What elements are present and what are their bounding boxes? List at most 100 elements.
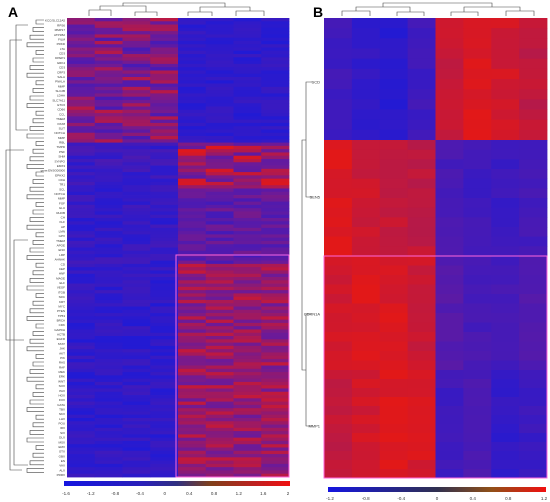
heatmap-cell bbox=[261, 391, 290, 396]
heatmap-cell bbox=[491, 198, 520, 209]
heatmap-cell bbox=[178, 388, 207, 393]
row-label: SLC7A11 bbox=[52, 98, 65, 102]
heatmap-cell bbox=[94, 414, 123, 419]
heatmap-cell bbox=[407, 388, 436, 398]
heatmap-cell bbox=[407, 48, 436, 60]
heatmap-cell bbox=[205, 421, 234, 425]
heatmap-cell bbox=[67, 172, 96, 176]
heatmap-cell bbox=[122, 463, 151, 468]
heatmap-cell bbox=[178, 132, 207, 137]
heatmap-cell bbox=[324, 227, 353, 238]
heatmap-cell bbox=[178, 54, 207, 58]
heatmap-cell bbox=[94, 181, 123, 186]
heatmap-cell bbox=[205, 201, 234, 206]
heatmap-cell bbox=[261, 165, 290, 170]
heatmap-cell bbox=[519, 149, 548, 160]
heatmap-cell bbox=[233, 313, 262, 317]
heatmap-cell bbox=[94, 96, 123, 101]
heatmap-cell bbox=[261, 211, 290, 216]
heatmap-cell bbox=[67, 454, 96, 458]
heatmap-cell bbox=[435, 451, 464, 461]
heatmap-cell bbox=[407, 227, 436, 238]
heatmap-cell bbox=[379, 169, 409, 180]
heatmap-cell bbox=[150, 191, 179, 196]
heatmap-cell bbox=[122, 309, 151, 314]
heatmap-cell bbox=[233, 270, 262, 275]
heatmap-cell bbox=[407, 89, 436, 100]
heatmap-cell bbox=[233, 208, 262, 212]
heatmap-cell bbox=[67, 188, 96, 193]
heatmap-cell bbox=[122, 57, 151, 62]
heatmap-cell bbox=[122, 250, 151, 255]
heatmap-cell bbox=[67, 109, 96, 114]
heatmap-cell bbox=[67, 93, 96, 98]
heatmap-cell bbox=[463, 313, 492, 323]
heatmap-cell bbox=[94, 273, 123, 278]
heatmap-cell bbox=[94, 388, 123, 393]
heatmap-cell bbox=[205, 414, 234, 419]
heatmap-cell bbox=[407, 79, 436, 90]
heatmap-cell bbox=[178, 90, 207, 94]
dendrogram-branch bbox=[29, 247, 44, 253]
heatmap-cell bbox=[94, 283, 123, 288]
dendrogram-branch bbox=[26, 103, 44, 108]
heatmap-cell bbox=[178, 381, 207, 386]
heatmap-cell bbox=[379, 68, 409, 80]
heatmap-cell bbox=[435, 397, 464, 407]
heatmap-cell bbox=[94, 303, 123, 307]
heatmap-cell bbox=[178, 336, 207, 340]
heatmap-cell bbox=[261, 132, 290, 137]
heatmap-cell bbox=[122, 385, 151, 389]
heatmap-cell bbox=[150, 106, 179, 111]
heatmap-cell bbox=[94, 457, 123, 462]
heatmap-cell bbox=[435, 284, 464, 295]
heatmap-cell bbox=[351, 351, 381, 361]
heatmap-cell bbox=[67, 263, 96, 268]
heatmap-cell bbox=[205, 185, 234, 189]
row-label: JAK bbox=[59, 347, 65, 351]
heatmap-cell bbox=[178, 208, 207, 212]
heatmap-cell bbox=[205, 93, 234, 98]
colorbar-tick-label: 2 bbox=[287, 491, 290, 496]
heatmap-cell bbox=[122, 440, 151, 445]
heatmap-cell bbox=[233, 188, 262, 193]
heatmap-cell bbox=[261, 119, 290, 124]
heatmap-cell bbox=[178, 113, 207, 117]
dendrogram-branch bbox=[35, 202, 44, 207]
heatmap-cell bbox=[261, 454, 290, 458]
heatmap-cell bbox=[519, 341, 548, 352]
heatmap-cell bbox=[94, 136, 123, 140]
heatmap-cell bbox=[233, 142, 262, 147]
heatmap-cell bbox=[324, 313, 353, 323]
heatmap-cell bbox=[491, 370, 520, 380]
heatmap-cell bbox=[67, 342, 96, 347]
row-label: SRC bbox=[59, 295, 66, 299]
heatmap-cell bbox=[150, 34, 179, 39]
heatmap-cell bbox=[261, 309, 290, 314]
heatmap-cell bbox=[122, 434, 151, 439]
heatmap-cell bbox=[324, 246, 353, 257]
heatmap-cell bbox=[519, 370, 548, 380]
heatmap-cell bbox=[351, 68, 381, 80]
heatmap-cell bbox=[150, 270, 179, 275]
heatmap-cell bbox=[435, 236, 464, 247]
heatmap-cell bbox=[233, 342, 262, 347]
heatmap-cell bbox=[205, 57, 234, 62]
heatmap-cell bbox=[122, 283, 151, 288]
heatmap-cell bbox=[94, 129, 123, 134]
heatmap-cell bbox=[150, 185, 179, 189]
heatmap-cell bbox=[351, 169, 381, 180]
heatmap-cell bbox=[67, 329, 96, 334]
dendrogram-branch bbox=[29, 430, 44, 435]
heatmap-cell bbox=[67, 221, 96, 225]
heatmap-cell bbox=[122, 132, 151, 137]
row-label: FILM bbox=[58, 38, 65, 42]
heatmap-cell bbox=[233, 358, 262, 363]
heatmap-cell bbox=[407, 178, 436, 189]
heatmap-cell bbox=[435, 89, 464, 100]
heatmap-cell bbox=[67, 473, 96, 478]
heatmap-cell bbox=[233, 217, 262, 222]
heatmap-cell bbox=[261, 385, 290, 389]
heatmap-cell bbox=[205, 37, 234, 42]
heatmap-cell bbox=[491, 89, 520, 100]
